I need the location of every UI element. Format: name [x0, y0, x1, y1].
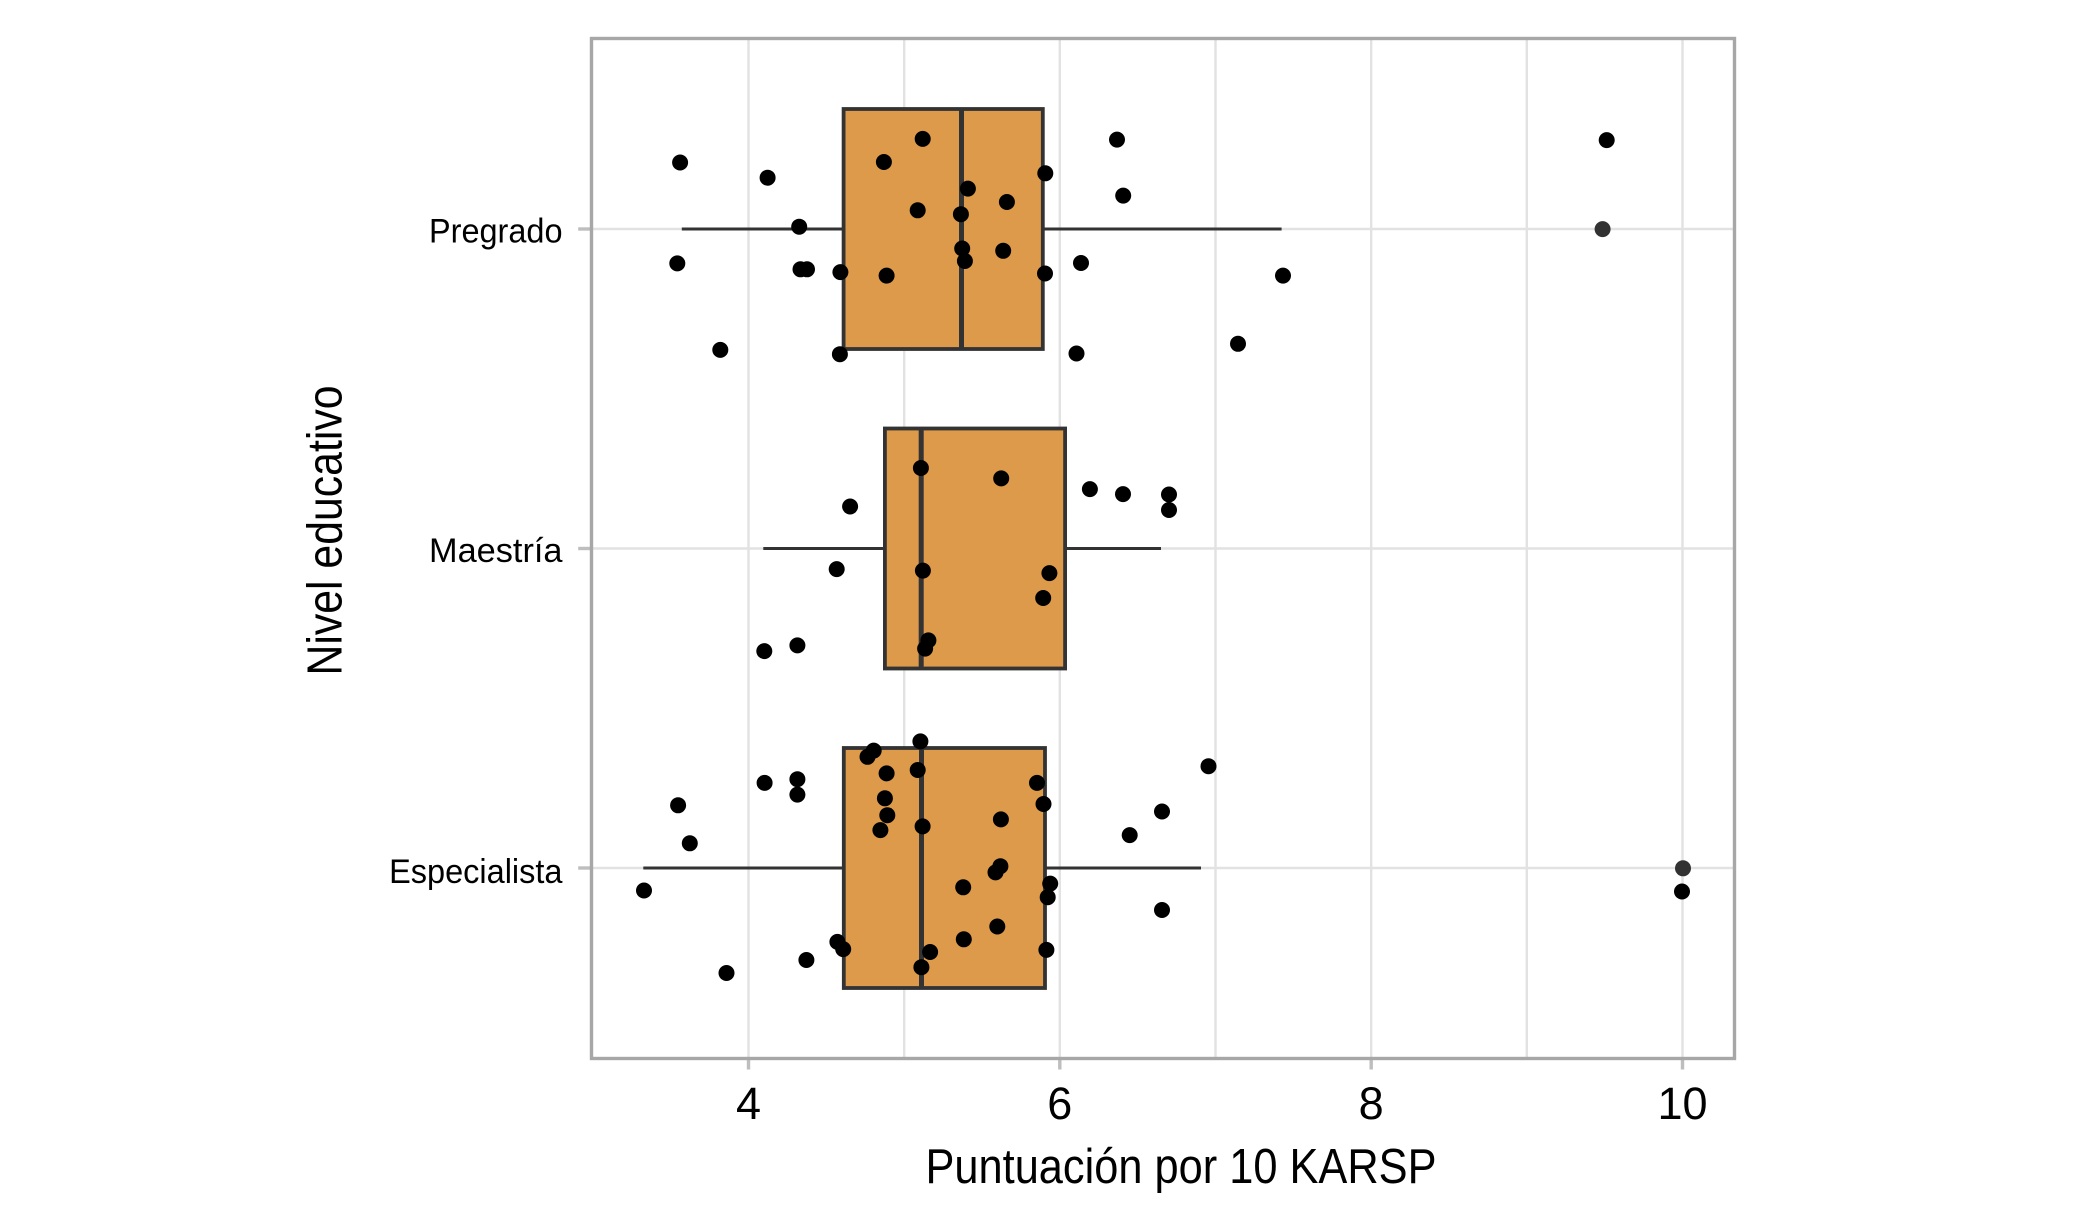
svg-text:Maestría: Maestría — [429, 532, 563, 570]
svg-text:6: 6 — [1047, 1078, 1072, 1129]
svg-text:4: 4 — [736, 1078, 761, 1129]
svg-text:10: 10 — [1657, 1078, 1707, 1129]
svg-text:8: 8 — [1359, 1078, 1384, 1129]
svg-text:Pregrado: Pregrado — [429, 213, 563, 251]
svg-text:Puntuación por 10 KARSP: Puntuación por 10 KARSP — [926, 1140, 1437, 1194]
svg-text:Nivel educativo: Nivel educativo — [298, 386, 352, 676]
svg-text:Especialista: Especialista — [389, 853, 562, 891]
